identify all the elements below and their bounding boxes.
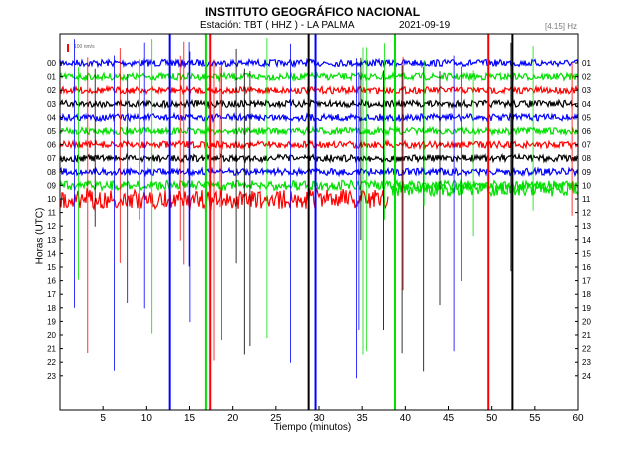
y-tick-label-right: 19	[582, 304, 591, 313]
y-tick-label-right: 03	[582, 86, 591, 95]
x-tick-label: 25	[270, 413, 282, 424]
x-tick-label: 15	[184, 413, 196, 424]
amplitude-scale-label: 100 nm/s	[74, 44, 95, 50]
chart-title: INSTITUTO GEOGRÁFICO NACIONAL	[204, 5, 421, 19]
y-tick-label-right: 08	[582, 154, 591, 163]
y-tick-label-right: 22	[582, 345, 591, 354]
y-tick-label-left: 01	[47, 73, 56, 82]
y-tick-label-left: 21	[47, 345, 56, 354]
y-tick-label-left: 07	[47, 154, 56, 163]
y-tick-label-right: 11	[582, 195, 591, 204]
x-tick-label: 35	[357, 413, 369, 424]
y-tick-label-right: 12	[582, 209, 591, 218]
y-tick-label-left: 12	[47, 222, 56, 231]
y-tick-label-right: 17	[582, 277, 591, 286]
y-tick-label-right: 23	[582, 358, 591, 367]
y-tick-label-right: 13	[582, 222, 591, 231]
y-tick-label-left: 23	[47, 372, 56, 381]
trace-hour-02	[59, 84, 579, 96]
y-tick-label-left: 15	[47, 263, 56, 272]
trace-hour-06	[59, 138, 579, 151]
x-tick-label: 5	[100, 413, 106, 424]
y-tick-label-right: 16	[582, 263, 591, 272]
y-tick-label-right: 05	[582, 113, 591, 122]
station-label: Estación: TBT ( HHZ ) - LA PALMA	[200, 20, 355, 31]
y-tick-label-right: 01	[582, 59, 591, 68]
y-tick-label-left: 09	[47, 181, 56, 190]
y-tick-label-right: 20	[582, 317, 591, 326]
x-tick-label: 60	[572, 413, 584, 424]
y-tick-label-right: 14	[582, 236, 591, 245]
seismic-traces	[59, 57, 579, 211]
y-tick-label-left: 03	[47, 100, 56, 109]
y-tick-label-left: 22	[47, 358, 56, 367]
x-tick-label: 55	[529, 413, 541, 424]
x-tick-label: 20	[227, 413, 239, 424]
y-tick-label-right: 10	[582, 181, 591, 190]
y-tick-label-left: 13	[47, 236, 56, 245]
y-tick-label-right: 15	[582, 249, 591, 258]
trace-hour-04	[59, 111, 579, 123]
y-tick-label-right: 21	[582, 331, 591, 340]
y-tick-label-right: 24	[582, 372, 591, 381]
y-tick-label-left: 06	[47, 141, 56, 150]
trace-hour-01	[59, 70, 579, 83]
x-tick-label: 10	[141, 413, 153, 424]
y-tick-label-left: 19	[47, 317, 56, 326]
axis-ticks: 5 10 15 20 25 30 35 40 45 50 55 60 00 01 02 03 04 05 06 07 0…	[47, 59, 591, 424]
trace-hour-09	[59, 178, 579, 193]
y-tick-label-left: 08	[47, 168, 56, 177]
y-tick-label-left: 14	[47, 249, 56, 258]
y-tick-label-right: 04	[582, 100, 591, 109]
x-tick-label: 45	[443, 413, 455, 424]
trace-hour-08	[59, 166, 579, 178]
trace-hour-07	[59, 152, 579, 164]
y-tick-label-left: 05	[47, 127, 56, 136]
y-tick-label-left: 16	[47, 277, 56, 286]
y-tick-label-right: 09	[582, 168, 591, 177]
y-tick-label-left: 17	[47, 290, 56, 299]
x-tick-label: 40	[400, 413, 412, 424]
seismic-events	[74, 34, 573, 410]
trace-hour-10	[59, 187, 389, 211]
y-tick-label-right: 07	[582, 141, 591, 150]
trace-hour-00	[59, 57, 579, 69]
x-tick-label: 50	[486, 413, 498, 424]
date-label: 2021-09-19	[399, 20, 451, 31]
x-tick-label: 30	[313, 413, 325, 424]
trace-hour-05	[59, 125, 579, 137]
y-tick-label-right: 06	[582, 127, 591, 136]
y-tick-label-left: 20	[47, 331, 56, 340]
y-tick-label-left: 04	[47, 113, 56, 122]
y-tick-label-left: 00	[47, 59, 56, 68]
y-tick-label-left: 02	[47, 86, 56, 95]
x-axis-label: Tiempo (minutos)	[273, 422, 352, 433]
y-tick-label-left: 10	[47, 195, 56, 204]
y-tick-label-right: 02	[582, 73, 591, 82]
y-tick-label-left: 11	[48, 209, 57, 218]
frequency-label: [4.15] Hz	[545, 22, 578, 31]
trace-hour-03	[59, 98, 579, 110]
y-tick-label-left: 18	[47, 304, 56, 313]
y-tick-label-right: 18	[582, 290, 591, 299]
trace-hour-09-continuation	[390, 180, 579, 198]
